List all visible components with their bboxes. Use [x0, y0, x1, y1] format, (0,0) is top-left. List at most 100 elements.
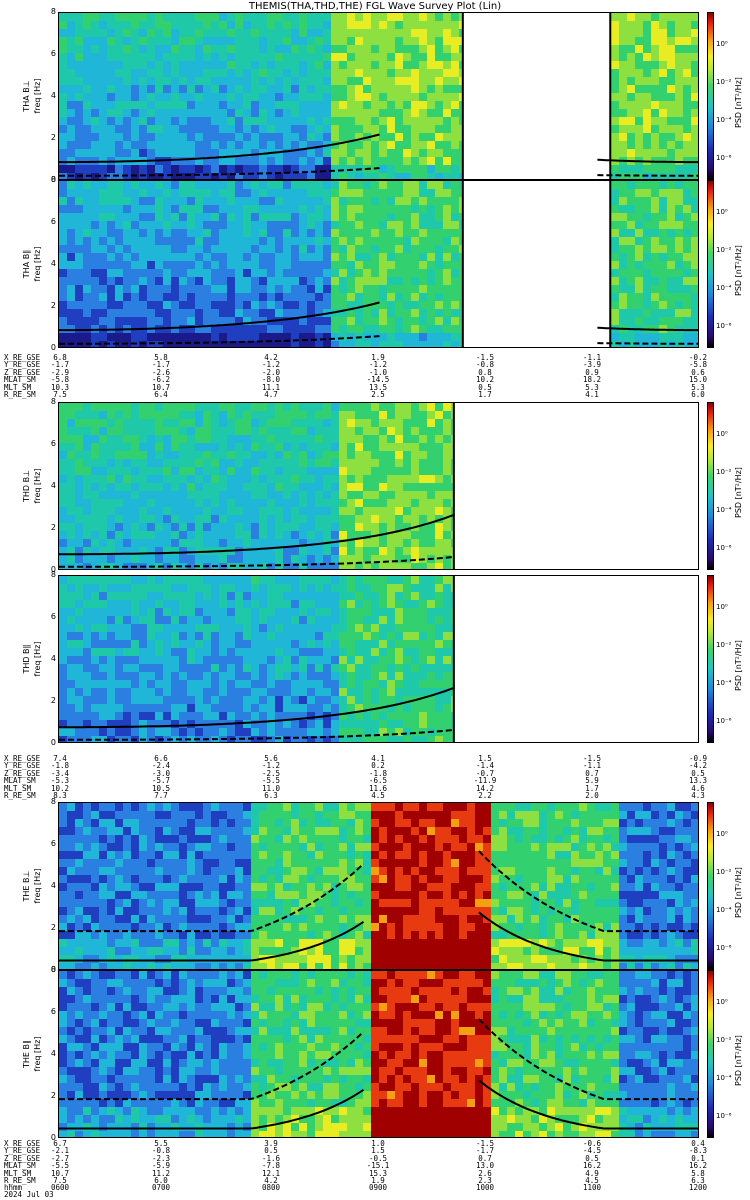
ephemeris-value: 5.3 — [691, 382, 705, 392]
spectrogram-panel-6 — [58, 970, 699, 1138]
colorbar-tick-label: 10⁻⁶ — [716, 1112, 732, 1120]
ephemeris-value: -1.5 — [582, 754, 602, 763]
proton-gyrofreq-line — [59, 301, 380, 332]
ephemeris-value: -0.8 — [475, 360, 495, 370]
ephemeris-block-2: X_RE_GSE 7.4 6.6 5.6 4.1 1.5 -1.5 -0.9 Y_RE_GSE -… — [4, 754, 716, 800]
colorbar-tick-label: 10⁻² — [716, 1036, 732, 1044]
ephemeris-label: Z_RE_GSE — [4, 1153, 41, 1163]
colorbar — [707, 802, 714, 970]
ephemeris-value: 10.3 — [50, 382, 70, 392]
ephemeris-value: 16.2 — [582, 1161, 602, 1171]
y-axis-label: THA B∥ — [22, 249, 31, 279]
ephemeris-value: -1.8 — [50, 761, 70, 771]
ephemeris-value: -2.9 — [50, 367, 70, 377]
y-axis-label: THD B⊥ — [22, 469, 31, 503]
ephemeris-row: MLAT_SM -5.8 -6.2 -8.0 -14.5 10.2 18.2 15.0 — [4, 375, 716, 385]
ephemeris-row: X_RE_GSE 7.4 6.6 5.6 4.1 1.5 -1.5 -0.9 — [4, 754, 716, 763]
ephemeris-value: 4.9 — [585, 1168, 599, 1178]
page-title: THEMIS(THA,THD,THE) FGL Wave Survey Plot… — [248, 1, 502, 12]
ephemeris-value: 1100 — [582, 1183, 602, 1193]
spectrogram-svg-5 — [59, 803, 698, 969]
y-axis-unit-label: freq [Hz] — [33, 1036, 42, 1072]
y-tick-label: 6 — [50, 839, 56, 848]
ephemeris-label: X_RE_GSE — [4, 353, 41, 362]
y-tick-label: 2 — [50, 523, 56, 532]
helium-gyrofreq-line — [59, 729, 454, 741]
ephemeris-row: MLAT_SM -5.3 -5.7 -5.5 -6.5 -11.9 5.9 13.3 — [4, 776, 716, 786]
ephemeris-value: -5.3 — [50, 776, 70, 786]
colorbar-tick-label: 10⁻⁶ — [716, 944, 732, 952]
ephemeris-label: Y_RE_GSE — [4, 1146, 41, 1156]
y-tick-label: 2 — [50, 301, 56, 310]
ephemeris-row: MLT_SM 10.7 11.2 12.1 15.3 2.6 4.9 5.8 — [4, 1168, 716, 1178]
colorbar — [707, 575, 714, 743]
ephemeris-value: 4.5 — [371, 790, 385, 800]
ephemeris-label: MLT_SM — [4, 382, 32, 392]
colorbar-label: PSD [nT²/Hz] — [734, 867, 743, 918]
y-tick-label: 8 — [50, 797, 56, 806]
ephemeris-value: 6.3 — [264, 790, 278, 800]
proton-gyrofreq-line — [59, 920, 365, 962]
ephemeris-row: MLT_SM 10.3 10.7 11.1 13.5 0.5 5.3 5.3 — [4, 382, 716, 392]
ephemeris-value: -1.2 — [368, 360, 388, 370]
y-tick-label: 8 — [50, 397, 56, 406]
ephemeris-value: 0800 — [261, 1183, 281, 1193]
ephemeris-label: X_RE_GSE — [4, 754, 41, 763]
y-tick-label: 6 — [50, 49, 56, 58]
ephemeris-label: X_RE_GSE — [4, 1139, 41, 1148]
ephemeris-value: 2.2 — [478, 790, 492, 800]
ephemeris-value: 1.0 — [371, 1139, 385, 1148]
ephemeris-value: 0600 — [50, 1183, 70, 1193]
ephemeris-value: 0.2 — [371, 761, 385, 771]
y-tick-label: 0 — [50, 343, 56, 352]
y-tick-label: 4 — [50, 1049, 56, 1058]
ephemeris-value: -1.2 — [261, 761, 281, 771]
data-gap — [462, 181, 611, 347]
ephemeris-value: 10.2 — [50, 783, 70, 793]
ephemeris-value: -3.4 — [50, 768, 70, 778]
ephemeris-value: -2.7 — [50, 1153, 70, 1163]
colorbar-tick-label: 10⁻² — [716, 641, 732, 649]
ephemeris-value: 6.0 — [691, 389, 705, 399]
colorbar-tick-label: 10⁻⁶ — [716, 717, 732, 725]
ephemeris-value: 0.4 — [691, 1139, 705, 1148]
ephemeris-value: -1.8 — [368, 768, 388, 778]
spectrogram-svg-6 — [59, 971, 698, 1137]
ephemeris-value: -4.5 — [582, 1146, 602, 1156]
y-tick-label: 2 — [50, 923, 56, 932]
y-tick-label: 0 — [50, 1133, 56, 1142]
colorbar-tick-label: 10⁻⁴ — [716, 906, 732, 914]
colorbar-tick-label: 10⁻⁶ — [716, 322, 732, 330]
ephemeris-value: -2.3 — [151, 1153, 171, 1163]
ephemeris-value: -5.5 — [50, 1161, 70, 1171]
colorbar-tick-label: 10⁰ — [716, 208, 728, 216]
colorbar-tick-label: 10⁻⁴ — [716, 506, 732, 514]
spectrogram-svg-2 — [59, 181, 698, 347]
data-gap — [462, 13, 611, 179]
ephemeris-value: 4.2 — [264, 353, 278, 362]
ephemeris-block-1: X_RE_GSE 6.8 5.8 4.2 1.9 -1.5 -1.1 -0.2 Y_RE_GSE… — [4, 353, 716, 399]
ephemeris-value: 1000 — [475, 1183, 495, 1193]
helium-gyrofreq-line — [597, 174, 698, 177]
spectrogram-panel-3 — [58, 402, 699, 570]
ephemeris-value: -1.1 — [582, 353, 602, 362]
y-tick-label: 8 — [50, 570, 56, 579]
ephemeris-value: 4.6 — [691, 783, 705, 793]
ephemeris-value: 10.2 — [475, 375, 495, 385]
ephemeris-value: 15.3 — [368, 1168, 388, 1178]
ephemeris-value: 1.7 — [478, 389, 492, 399]
colorbar — [707, 12, 714, 180]
ephemeris-value: 4.7 — [264, 389, 278, 399]
y-tick-label: 0 — [50, 565, 56, 574]
ephemeris-value: -4.2 — [688, 761, 708, 771]
ephemeris-value: 1200 — [688, 1183, 708, 1193]
ephemeris-value: -8.3 — [688, 1146, 708, 1156]
ephemeris-label: R_RE_SM — [4, 389, 36, 399]
ephemeris-value: -5.9 — [151, 1161, 171, 1171]
ephemeris-value: 0.5 — [478, 382, 492, 392]
ephemeris-row: X_RE_GSE 6.7 5.5 3.9 1.0 -1.5 -0.6 0.4 — [4, 1139, 716, 1148]
ephemeris-value: 11.2 — [151, 1168, 171, 1178]
ephemeris-label: Z_RE_GSE — [4, 768, 41, 778]
colorbar-label: PSD [nT²/Hz] — [734, 77, 743, 128]
colorbar-tick-label: 10⁻² — [716, 78, 732, 86]
